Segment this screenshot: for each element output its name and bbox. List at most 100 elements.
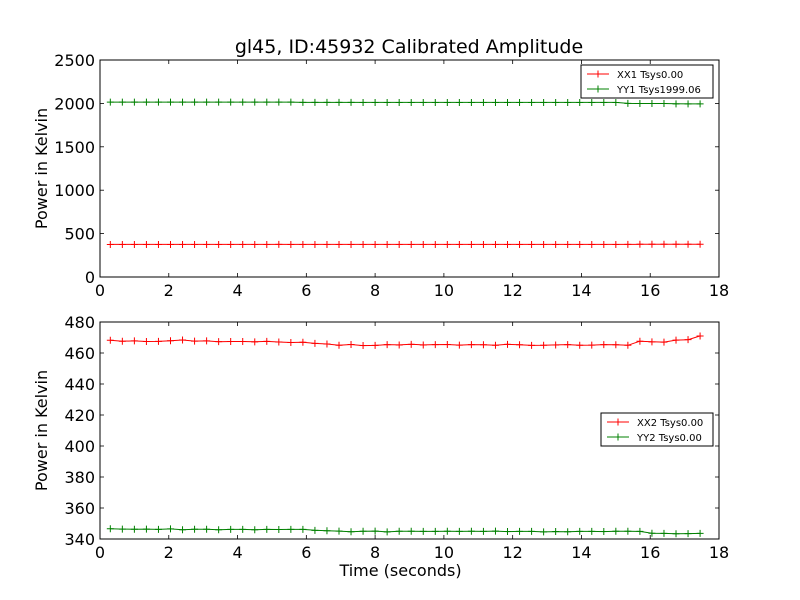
data-point <box>191 337 199 345</box>
data-point <box>504 240 512 248</box>
data-point <box>696 100 704 108</box>
data-point <box>479 527 487 535</box>
data-point <box>564 98 572 106</box>
data-point <box>106 525 114 533</box>
data-point <box>648 240 656 248</box>
x-tick-label: 14 <box>571 281 591 300</box>
data-point <box>684 100 692 108</box>
x-tick-label: 0 <box>95 281 105 300</box>
data-point <box>504 98 512 106</box>
data-point <box>612 98 620 106</box>
x-tick-label: 12 <box>502 543 522 562</box>
data-point <box>648 529 656 537</box>
data-point <box>443 340 451 348</box>
data-point <box>504 528 512 536</box>
data-point <box>491 341 499 349</box>
data-point <box>347 98 355 106</box>
data-point <box>612 240 620 248</box>
data-point <box>672 530 680 538</box>
data-point <box>299 338 307 346</box>
data-point <box>564 341 572 349</box>
y-tick-label: 340 <box>64 530 95 549</box>
x-tick-label: 16 <box>640 543 660 562</box>
data-point <box>636 527 644 535</box>
x-tick-label: 6 <box>301 543 311 562</box>
data-point <box>179 98 187 106</box>
x-tick-label: 4 <box>232 281 242 300</box>
y-tick-label: 0 <box>85 268 95 287</box>
data-point <box>684 240 692 248</box>
data-point <box>395 240 403 248</box>
data-point <box>311 339 319 347</box>
data-point <box>479 341 487 349</box>
data-point <box>407 340 415 348</box>
data-point <box>166 525 174 533</box>
data-point <box>528 240 536 248</box>
y-tick-label: 1000 <box>54 181 95 200</box>
data-point <box>130 240 138 248</box>
legend-marker <box>614 433 622 441</box>
data-point <box>696 529 704 537</box>
y-tick-label: 2500 <box>54 51 95 70</box>
data-point <box>491 98 499 106</box>
data-point <box>323 340 331 348</box>
data-point <box>407 98 415 106</box>
data-point <box>239 525 247 533</box>
data-point <box>636 337 644 345</box>
data-point <box>359 527 367 535</box>
data-point <box>371 240 379 248</box>
data-point <box>431 98 439 106</box>
data-point <box>287 338 295 346</box>
data-point <box>540 341 548 349</box>
plot-frame <box>99 321 720 540</box>
data-point <box>227 525 235 533</box>
data-point <box>636 99 644 107</box>
data-point <box>624 341 632 349</box>
data-point <box>491 527 499 535</box>
data-point <box>275 338 283 346</box>
data-point <box>335 98 343 106</box>
legend-marker <box>594 70 602 78</box>
data-point <box>636 240 644 248</box>
data-point <box>383 528 391 536</box>
data-point <box>191 98 199 106</box>
x-axis-title: Time (seconds) <box>338 561 461 580</box>
data-point <box>287 240 295 248</box>
data-point <box>431 527 439 535</box>
data-point <box>479 240 487 248</box>
data-point <box>142 525 150 533</box>
data-point <box>142 338 150 346</box>
data-point <box>215 526 223 534</box>
data-point <box>287 98 295 106</box>
data-point <box>359 240 367 248</box>
data-point <box>311 98 319 106</box>
data-point <box>455 527 463 535</box>
x-tick-label: 8 <box>370 281 380 300</box>
x-tick-label: 16 <box>640 281 660 300</box>
data-point <box>287 525 295 533</box>
data-point <box>660 529 668 537</box>
data-point <box>504 340 512 348</box>
legend-box <box>600 412 714 447</box>
data-point <box>624 99 632 107</box>
data-point <box>407 527 415 535</box>
data-point <box>239 338 247 346</box>
data-point <box>275 240 283 248</box>
data-point <box>275 526 283 534</box>
data-point <box>600 240 608 248</box>
data-point <box>564 240 572 248</box>
data-point <box>672 336 680 344</box>
data-point <box>467 98 475 106</box>
data-point <box>516 341 524 349</box>
x-tick-label: 18 <box>709 281 729 300</box>
data-point <box>203 98 211 106</box>
data-point <box>323 240 331 248</box>
data-point <box>323 98 331 106</box>
legend-box <box>580 64 714 99</box>
figure-title: gl45, ID:45932 Calibrated Amplitude <box>235 36 583 58</box>
data-point <box>443 240 451 248</box>
data-point <box>239 98 247 106</box>
data-point <box>540 240 548 248</box>
data-point <box>347 528 355 536</box>
